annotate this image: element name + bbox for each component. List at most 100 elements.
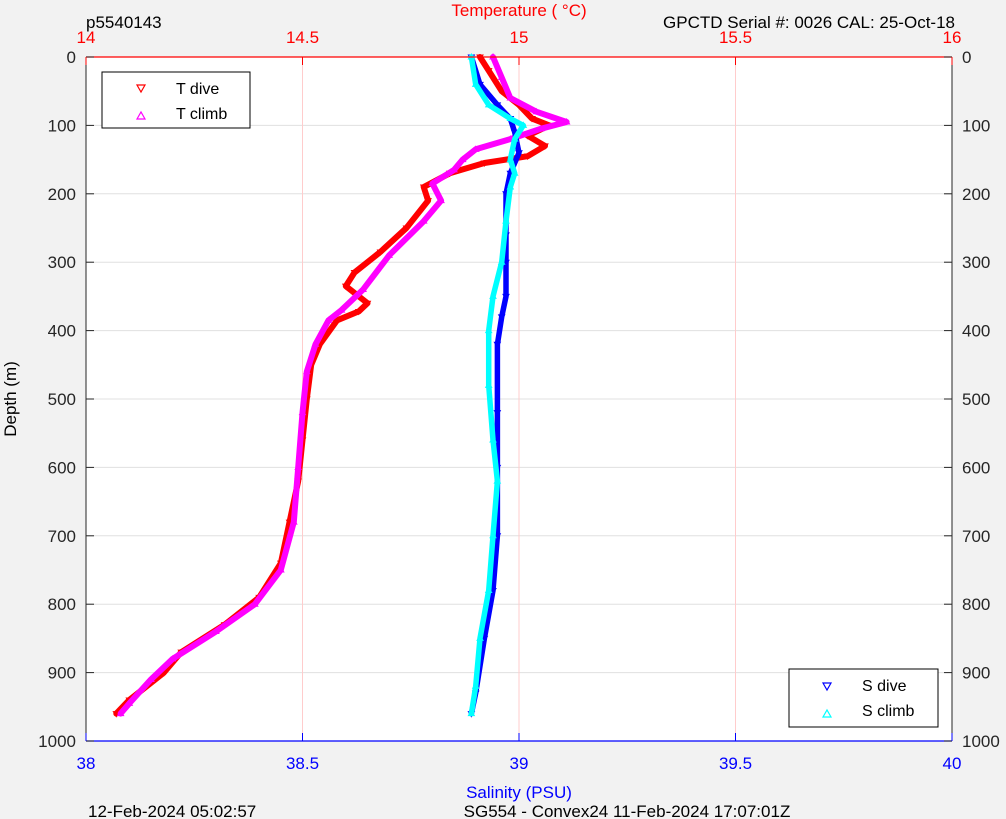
data-point-s-dive bbox=[493, 410, 502, 417]
depth-tick-label-right: 400 bbox=[962, 322, 990, 341]
data-point-t-dive bbox=[350, 269, 359, 277]
legend-temperature-box bbox=[101, 71, 251, 129]
data-point-t-climb bbox=[324, 316, 333, 323]
data-point-t-climb bbox=[298, 408, 307, 416]
temperature-tick-label: 14 bbox=[77, 28, 96, 47]
data-point-t-climb bbox=[562, 118, 571, 125]
depth-tick-label-left: 600 bbox=[48, 458, 76, 477]
data-point-t-climb bbox=[385, 251, 393, 258]
depth-tick-label-left: 700 bbox=[48, 527, 76, 546]
data-point-s-climb bbox=[467, 709, 476, 717]
depth-tick-label-left: 200 bbox=[48, 185, 76, 204]
data-point-t-climb bbox=[497, 73, 506, 81]
data-point-t-dive bbox=[376, 249, 385, 256]
legend-s-climb-label: S climb bbox=[862, 703, 915, 720]
tick-labels: 0 0 100 100 200 200 300 300 400 400 500 500 600 600 70… bbox=[38, 28, 1000, 773]
salinity-tick-label: 38.5 bbox=[286, 754, 319, 773]
data-point-s-dive bbox=[515, 150, 523, 157]
data-point-s-dive bbox=[489, 588, 497, 595]
legend-salinity: S dive S climb bbox=[788, 668, 939, 728]
depth-tick-label-left: 800 bbox=[48, 595, 76, 614]
axes bbox=[85, 56, 953, 742]
data-point-t-climb bbox=[116, 709, 125, 717]
data-point-s-climb bbox=[497, 258, 506, 265]
data-point-s-climb bbox=[489, 531, 497, 539]
data-point-s-dive bbox=[493, 341, 502, 349]
legend-salinity-box bbox=[788, 668, 939, 728]
data-point-s-dive bbox=[493, 102, 502, 109]
data-point-s-dive bbox=[497, 314, 506, 321]
data-point-s-climb bbox=[484, 326, 493, 334]
depth-tick-label-right: 600 bbox=[962, 458, 990, 477]
header-right-label: GPCTD Serial #: 0026 CAL: 25-Oct-18 bbox=[663, 13, 955, 32]
data-point-s-climb bbox=[484, 100, 493, 108]
data-point-t-climb bbox=[294, 463, 303, 470]
data-point-t-climb bbox=[437, 196, 445, 204]
data-point-t-climb bbox=[212, 627, 220, 635]
depth-tick-label-right: 200 bbox=[962, 185, 990, 204]
depth-tick-label-right: 300 bbox=[962, 253, 990, 272]
temperature-tick-label: 15.5 bbox=[719, 28, 752, 47]
footer-center-label: SG554 - Convex24 11-Feb-2024 17:07:01Z bbox=[464, 802, 791, 819]
temperature-tick-label: 15 bbox=[510, 28, 529, 47]
data-point-s-climb bbox=[519, 121, 528, 128]
legend-s-climb-marker bbox=[821, 708, 833, 718]
data-point-s-climb bbox=[493, 477, 502, 484]
temperature-tick-label: 14.5 bbox=[286, 28, 319, 47]
depth-tick-label-left: 0 bbox=[67, 48, 76, 67]
data-point-t-dive bbox=[484, 68, 493, 75]
data-point-t-climb bbox=[506, 94, 515, 101]
depth-tick-label-right: 1000 bbox=[962, 732, 1000, 751]
data-point-t-dive bbox=[528, 116, 536, 123]
data-point-t-climb bbox=[125, 699, 134, 706]
temperature-tick-label: 16 bbox=[943, 28, 962, 47]
data-point-t-dive bbox=[523, 153, 532, 161]
legend-temperature: T dive T climb bbox=[101, 71, 251, 129]
data-point-s-climb bbox=[484, 586, 493, 594]
data-point-t-climb bbox=[289, 518, 298, 525]
data-point-t-dive bbox=[402, 225, 411, 232]
data-point-t-climb bbox=[450, 165, 458, 173]
salinity-axis-title: Salinity (PSU) bbox=[466, 783, 572, 802]
depth-axis-title: Depth (m) bbox=[1, 361, 20, 437]
depth-tick-label-right: 800 bbox=[962, 595, 990, 614]
series-layer bbox=[112, 53, 571, 718]
salinity-tick-label: 38 bbox=[77, 754, 96, 773]
data-point-t-climb bbox=[276, 566, 285, 573]
data-point-t-dive bbox=[363, 300, 372, 308]
data-point-t-climb bbox=[168, 654, 177, 662]
depth-tick-label-left: 500 bbox=[48, 390, 76, 409]
data-point-t-climb bbox=[532, 107, 541, 115]
depth-tick-label-left: 100 bbox=[48, 116, 76, 135]
data-point-t-dive bbox=[354, 308, 363, 316]
data-point-t-climb bbox=[458, 155, 467, 163]
depth-tick-label-left: 900 bbox=[48, 664, 76, 683]
temperature-axis-title: Temperature ( °C) bbox=[451, 1, 586, 20]
legend-t-climb-marker bbox=[135, 110, 147, 120]
depth-tick-label-right: 100 bbox=[962, 116, 990, 135]
salinity-tick-label: 39.5 bbox=[719, 754, 752, 773]
depth-tick-label-right: 0 bbox=[962, 48, 971, 67]
data-point-t-climb bbox=[471, 145, 480, 152]
data-point-s-climb bbox=[510, 169, 519, 176]
data-point-t-dive bbox=[333, 317, 342, 325]
salinity-tick-label: 39 bbox=[510, 754, 529, 773]
data-point-t-dive bbox=[480, 160, 489, 167]
header-left-label: p5540143 bbox=[86, 13, 162, 32]
depth-tick-label-right: 500 bbox=[962, 390, 990, 409]
legend-t-dive-label: T dive bbox=[176, 81, 219, 98]
data-point-s-climb bbox=[506, 155, 515, 163]
data-point-s-climb bbox=[506, 182, 515, 190]
data-point-t-climb bbox=[428, 179, 437, 187]
data-point-s-climb bbox=[471, 682, 480, 689]
data-point-s-climb bbox=[476, 634, 484, 641]
data-point-t-climb bbox=[419, 217, 428, 224]
data-point-t-dive bbox=[497, 88, 506, 96]
data-point-t-climb bbox=[311, 340, 320, 347]
legend-s-dive-marker bbox=[821, 682, 833, 692]
data-point-s-climb bbox=[510, 135, 519, 142]
depth-tick-label-right: 700 bbox=[962, 527, 990, 546]
data-point-s-climb bbox=[502, 217, 510, 224]
data-point-t-climb bbox=[359, 285, 368, 293]
